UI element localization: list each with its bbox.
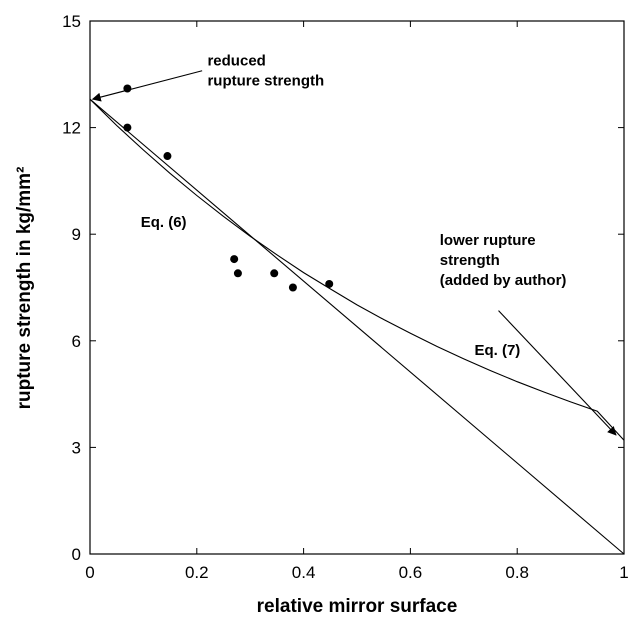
data-point: [325, 279, 334, 288]
annotation-eq7: Eq. (7): [474, 342, 520, 359]
x-tick-label: 0.6: [399, 563, 423, 582]
data-point: [163, 152, 172, 161]
series-line-1: [89, 98, 625, 555]
x-tick-label: 0.8: [505, 563, 529, 582]
annotation-lower: lower rupture strength (added by author): [440, 232, 567, 289]
data-point: [233, 269, 242, 278]
y-tick-label: 15: [62, 12, 81, 31]
y-tick-label: 3: [72, 438, 81, 457]
x-tick-label: 0: [85, 563, 94, 582]
series-line-2: [89, 98, 625, 441]
x-axis-title: relative mirror surface: [257, 596, 458, 617]
x-tick-label: 0.4: [292, 563, 316, 582]
plot-area: 0 0.2 0.4 0.6 0.8 1 0 3 6 9 12 15 reduced rupture str…: [62, 12, 629, 582]
y-axis-title: rupture strength in kg/mm²: [14, 167, 35, 410]
y-tick-label: 9: [72, 225, 81, 244]
y-tick-label: 6: [72, 332, 81, 351]
x-tick-label: 0.2: [185, 563, 209, 582]
annotation-reduced: reduced rupture strength: [207, 52, 324, 89]
data-point: [270, 269, 279, 278]
annotation-arrow: [91, 70, 203, 102]
y-tick-label: 12: [62, 119, 81, 138]
plot-frame: [89, 20, 625, 555]
x-tick-label: 1: [619, 563, 628, 582]
y-tick-label: 0: [72, 545, 81, 564]
data-point: [288, 283, 297, 292]
annotation-arrow: [498, 310, 617, 436]
annotation-eq6: Eq. (6): [141, 214, 187, 231]
data-point: [230, 255, 239, 264]
